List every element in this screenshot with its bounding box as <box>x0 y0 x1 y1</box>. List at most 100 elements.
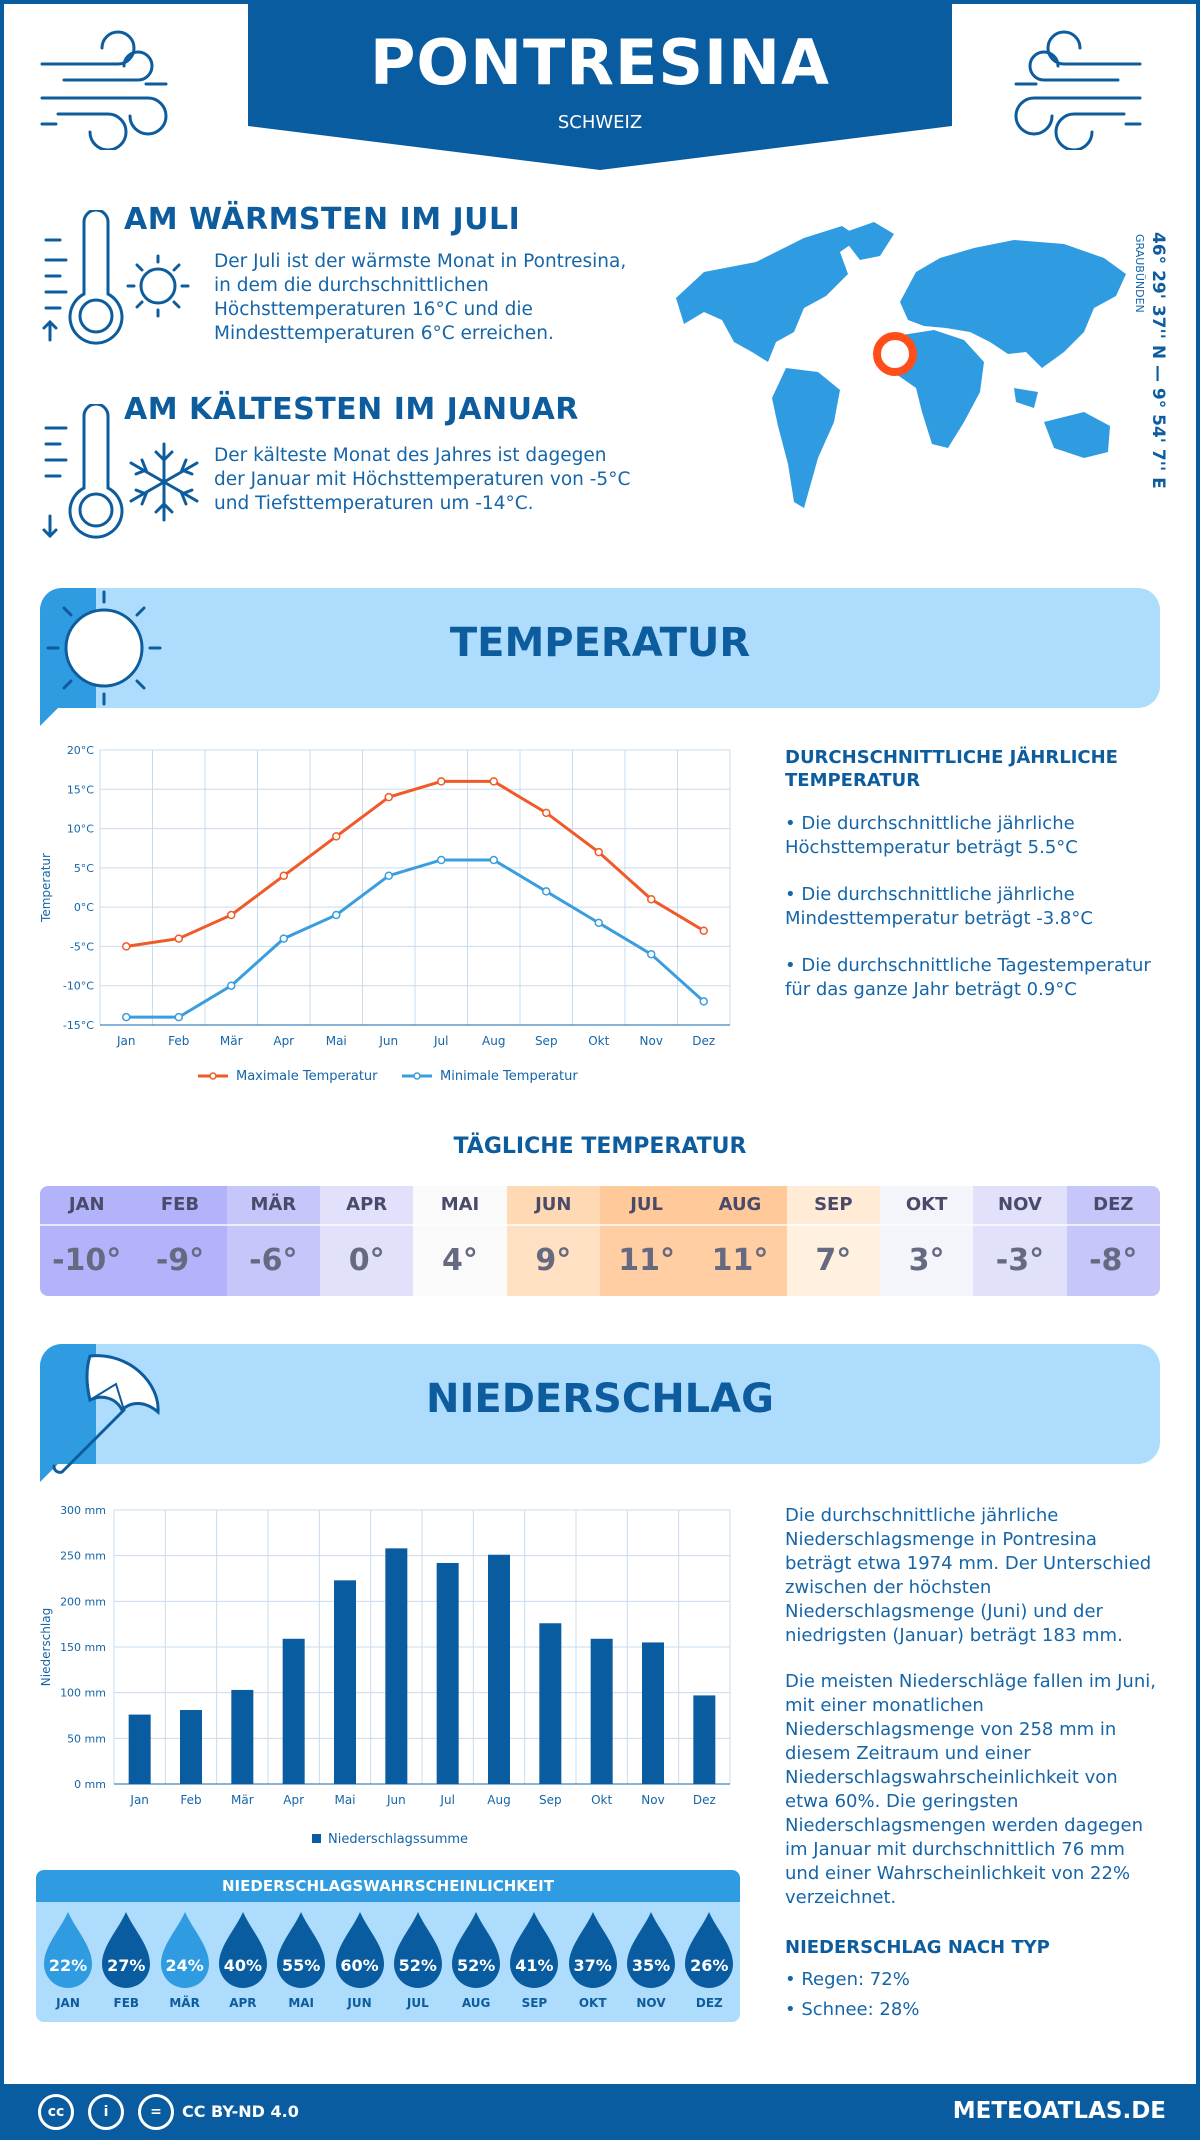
daily-month: MAI <box>413 1186 507 1224</box>
probability-month: FEB <box>113 1996 140 2010</box>
y-tick-label: -15°C <box>63 1019 94 1032</box>
daily-value: 9° <box>506 1224 600 1296</box>
daily-cell: MAI 4° <box>413 1186 507 1296</box>
annual-max-text: • Die durchschnittliche jährliche Höchstt… <box>785 813 1078 858</box>
legend-label: Maximale Temperatur <box>236 1069 378 1084</box>
probability-value: 37% <box>573 1956 612 1975</box>
bar <box>436 1562 459 1784</box>
bar <box>282 1638 305 1784</box>
site-link[interactable]: METEOATLAS.DE <box>952 2098 1166 2124</box>
y-tick-label: 0 mm <box>74 1778 106 1791</box>
probability-drop: 40% APR <box>217 1910 269 2010</box>
location-marker <box>873 332 917 376</box>
y-tick-label: 200 mm <box>60 1595 106 1608</box>
data-point <box>122 1012 131 1022</box>
x-tick-label: Jun <box>378 1034 398 1048</box>
probability-value: 35% <box>631 1956 671 1975</box>
data-point <box>647 895 656 904</box>
raindrop-icon <box>44 1912 92 1988</box>
header-banner <box>248 0 952 170</box>
x-tick-label: Nov <box>641 1793 664 1807</box>
precip-summary-text: Die durchschnittliche jährliche Niedersch… <box>785 1505 1152 1646</box>
legend-marker <box>209 1072 217 1080</box>
coordinates-region: GRAUBÜNDEN <box>1133 234 1146 313</box>
raindrop-icon <box>685 1912 734 1988</box>
daily-temperature-table: JAN -10° FEB -9° MÄR -6° APR 0° MAI 4° JUN 9° JUL 11°… <box>40 1186 1160 1296</box>
probability-month: JUL <box>406 1996 429 2010</box>
precip-probability-title: NIEDERSCHLAGSWAHRSCHEINLICHKEIT <box>36 1870 740 1902</box>
daily-month: NOV <box>973 1186 1067 1224</box>
daily-month: FEB <box>133 1186 227 1224</box>
bar <box>385 1548 408 1784</box>
probability-drop: 52% AUG <box>450 1910 502 2010</box>
y-tick-label: 10°C <box>67 823 94 836</box>
raindrop-icon <box>510 1912 559 1988</box>
data-point <box>332 910 341 920</box>
data-point <box>594 847 603 857</box>
x-tick-label: Okt <box>588 1034 609 1048</box>
x-tick-label: Feb <box>180 1793 201 1807</box>
data-point <box>122 942 131 951</box>
legend-marker <box>413 1072 421 1080</box>
x-tick-label: Dez <box>692 1034 715 1048</box>
snow-share: • Schnee: 28% <box>785 1999 920 2020</box>
data-point <box>699 997 708 1006</box>
coordinates-latlon: 46° 29' 37'' N — 9° 54' 7'' E <box>1148 232 1168 489</box>
daily-temperature-title: TÄGLICHE TEMPERATUR <box>453 1134 747 1159</box>
bar <box>180 1710 202 1784</box>
data-point <box>699 926 708 935</box>
warmest-heading: AM WÄRMSTEN IM JULI <box>124 202 521 237</box>
data-point <box>174 934 183 943</box>
raindrop-icon <box>277 1912 326 1988</box>
probability-drops: 22% JAN 27% FEB 24% MÄR 40% APR 55% MAI 60% JUN 52% J… <box>36 1910 740 2020</box>
x-tick-label: Mär <box>231 1793 254 1807</box>
data-point <box>174 1012 183 1022</box>
y-tick-label: 250 mm <box>60 1550 106 1563</box>
y-tick-label: 5°C <box>74 862 94 875</box>
probability-value: 52% <box>398 1956 437 1975</box>
x-tick-label: Nov <box>640 1034 663 1048</box>
bar <box>642 1642 664 1784</box>
y-axis-label: Niederschlag <box>40 1608 53 1686</box>
data-point <box>647 950 656 959</box>
coldest-text: Der kälteste Monat des Jahres ist dagege… <box>214 445 631 514</box>
annual-avg-text: • Die durchschnittliche Tagestemperatur f… <box>785 955 1151 1000</box>
probability-month: MAI <box>288 1996 315 2010</box>
y-tick-label: -5°C <box>70 940 94 953</box>
x-tick-label: Feb <box>168 1034 189 1048</box>
daily-month: JAN <box>40 1186 134 1224</box>
probability-drop: 52% JUL <box>392 1910 444 2010</box>
series-line <box>126 779 705 948</box>
probability-drop: 24% MÄR <box>159 1910 211 2010</box>
data-point <box>489 855 498 865</box>
daily-value: -3° <box>973 1224 1067 1296</box>
y-tick-label: -10°C <box>63 980 94 993</box>
probability-month: JUN <box>347 1996 372 2010</box>
daily-month: DEZ <box>1066 1186 1160 1224</box>
daily-month: MÄR <box>226 1186 320 1224</box>
raindrop-icon <box>102 1912 151 1988</box>
raindrop-icon <box>335 1912 384 1988</box>
x-tick-label: Mai <box>326 1034 347 1048</box>
daily-cell: SEP 7° <box>786 1186 880 1296</box>
data-point <box>227 981 236 990</box>
probability-drop: 41% SEP <box>508 1910 560 2010</box>
probability-value: 26% <box>690 1956 729 1975</box>
annual-temp-heading: DURCHSCHNITTLICHE JÄHRLICHE TEMPERATUR <box>785 747 1118 791</box>
data-point <box>384 871 393 880</box>
daily-cell: DEZ -8° <box>1066 1186 1160 1296</box>
daily-cell: FEB -9° <box>133 1186 227 1296</box>
temperature-band <box>40 588 1160 708</box>
raindrop-icon <box>393 1912 442 1988</box>
probability-drop: 26% DEZ <box>683 1910 735 2010</box>
data-point <box>437 855 446 865</box>
probability-month: DEZ <box>695 1996 723 2010</box>
data-point <box>227 910 236 920</box>
x-tick-label: Jul <box>433 1034 448 1048</box>
legend-label: Niederschlagssumme <box>328 1832 468 1847</box>
y-tick-label: 300 mm <box>60 1504 106 1517</box>
daily-cell: OKT 3° <box>879 1186 974 1296</box>
y-tick-label: 50 mm <box>67 1732 106 1745</box>
data-point <box>437 777 446 786</box>
daily-value: 7° <box>786 1224 880 1296</box>
